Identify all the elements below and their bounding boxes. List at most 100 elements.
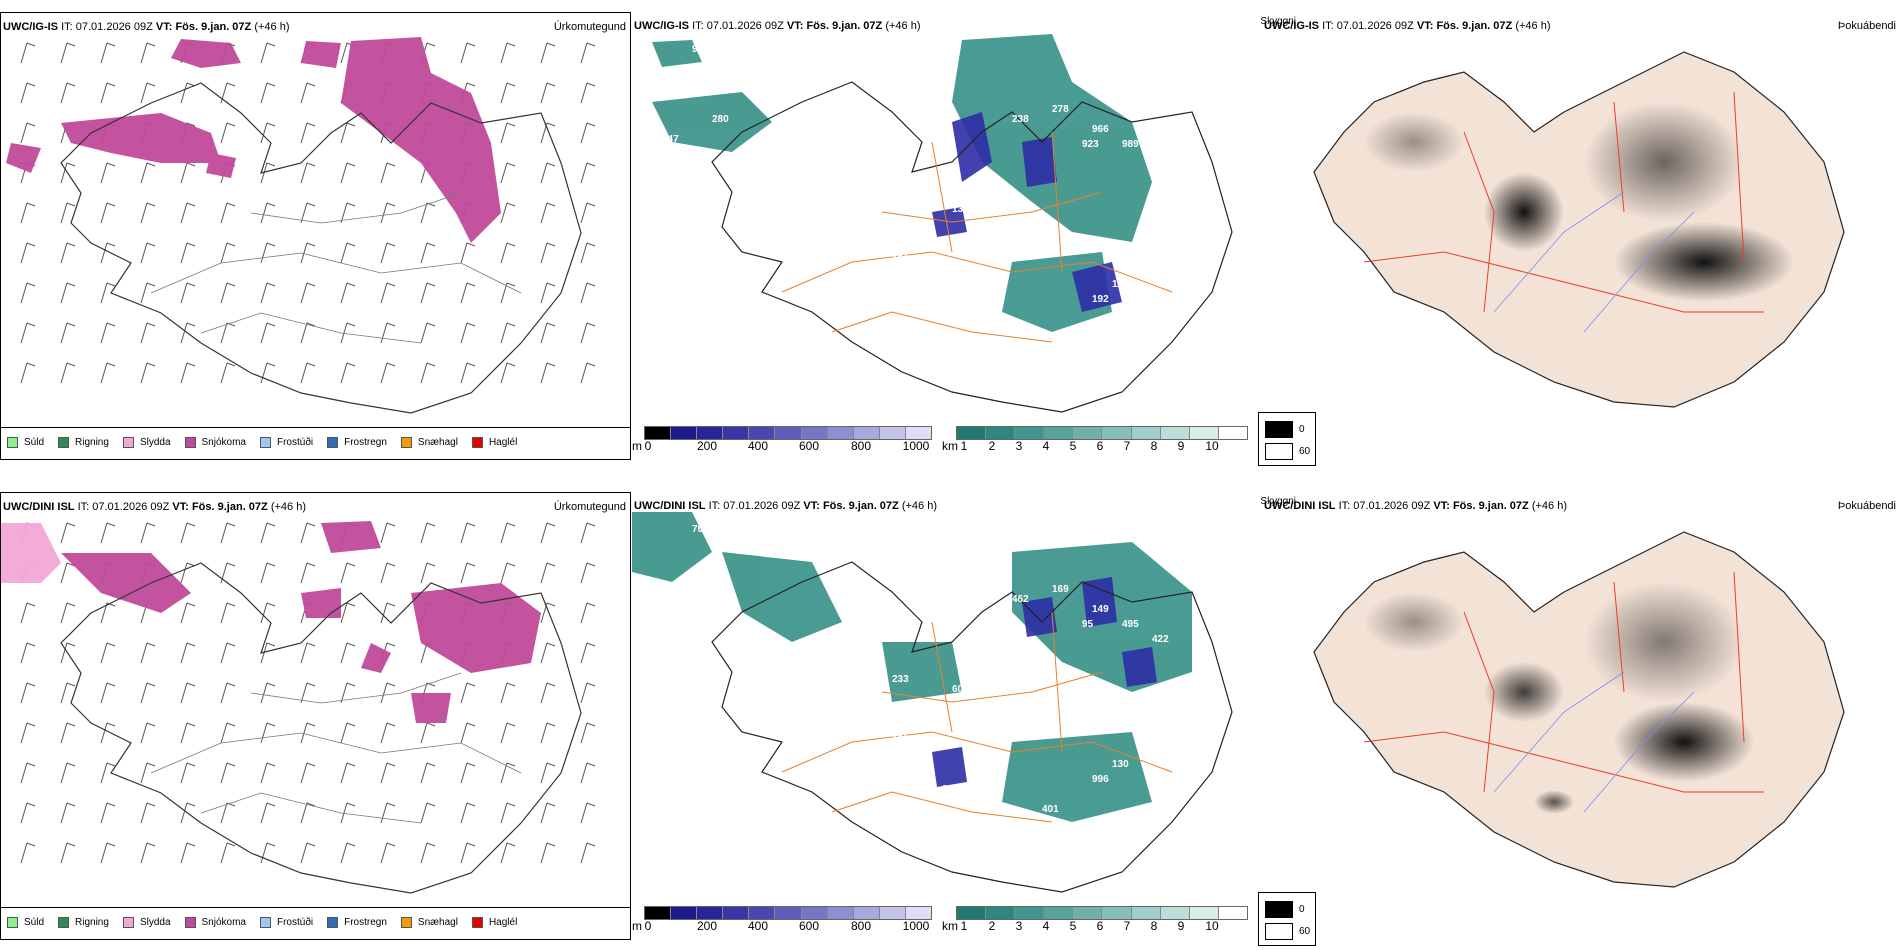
wind-barb [580,802,596,824]
wind-barb [20,722,36,744]
ceiling-colorbar-swatches [644,426,932,440]
visibility-panel: UWC/DINI ISL IT: 07.01.2026 09Z VT: Fös.… [632,492,1316,946]
visibility-value-label: 125 [982,784,999,795]
visibility-labels: 977 994 280 347 246 238 278 966 923 989 887 101 132 1… [662,24,1169,315]
panel-title: UWC/DINI ISL IT: 07.01.2026 09Z VT: Fös.… [3,501,306,513]
ceiling-tick: 0 [644,439,652,453]
ceiling-tick: 1000 [902,439,930,453]
wind-barb [340,162,356,184]
wind-barb [580,122,596,144]
colorbar-segment [879,427,906,439]
colorbar-segment [853,907,880,919]
ceiling-tick: 600 [798,439,820,453]
visibility-tick: 3 [1015,919,1023,933]
wind-barb [540,642,556,664]
colorbar-segment [957,427,987,439]
wind-barb [220,642,236,664]
wind-barb [140,642,156,664]
wind-barb [500,122,516,144]
wind-barb [220,522,236,544]
wind-barb [180,722,196,744]
wind-barb [500,722,516,744]
wind-barb [420,322,436,344]
visibility-tick: 3 [1015,439,1023,453]
ceiling-tick: 1000 [902,919,930,933]
wind-barb [300,802,316,824]
legend-swatch [400,437,412,448]
wind-barb [540,802,556,824]
wind-barb [20,122,36,144]
wind-barb [540,682,556,704]
wind-barb [260,122,276,144]
wind-barb [340,642,356,664]
wind-barb [420,842,436,864]
colorbar-segment [905,427,932,439]
wind-barb [20,362,36,384]
legend-swatch [1265,443,1293,460]
precip-type-panel: UWC/DINI ISL IT: 07.01.2026 09Z VT: Fös.… [0,492,631,940]
wind-barb [500,762,516,784]
wind-barb [140,682,156,704]
visibility-value-label: 233 [892,674,909,685]
wind-barb [380,162,396,184]
wind-barb [260,762,276,784]
wind-barb [60,322,76,344]
wind-barb [580,522,596,544]
wind-barb [20,842,36,864]
wind-barb [180,162,196,184]
colorbar-segment [1073,907,1103,919]
wind-barb [340,722,356,744]
wind-barb [60,802,76,824]
wind-barb [60,842,76,864]
wind-barb [460,322,476,344]
legend-item: Súld [7,917,44,928]
wind-barbs [20,42,596,384]
visibility-unit: km [942,919,958,933]
visibility-value-label: 994 [962,24,979,35]
wind-barb [540,42,556,64]
wind-barb [540,242,556,264]
wind-barb [300,682,316,704]
wind-barb [260,82,276,104]
wind-barb [500,362,516,384]
wind-barb [500,842,516,864]
roads [150,672,522,824]
wind-barb [260,802,276,824]
visibility-tick: 6 [1096,439,1104,453]
visibility-value-label: 887 [962,504,979,515]
visibility-value-label: 60 [952,684,964,695]
wind-barb [580,202,596,224]
wind-barb [220,722,236,744]
wind-barb [500,802,516,824]
visibility-value-label: 360 [942,304,959,315]
precip-type-legend: Súld Rigning Slydda Snjókoma Frostúði Fr… [1,907,630,937]
wind-barb [140,162,156,184]
visibility-value-label: 169 [1052,584,1069,595]
visibility-value-label: 347 [662,134,679,145]
wind-barb [500,42,516,64]
wind-barb [420,562,436,584]
wind-barb [20,682,36,704]
wind-barb [60,162,76,184]
wind-barb [380,322,396,344]
wind-barb [340,842,356,864]
wind-barb [300,162,316,184]
wind-barb [300,282,316,304]
wind-barb [340,682,356,704]
colorbar-segment [1044,907,1074,919]
wind-barb [540,602,556,624]
wind-barb [60,522,76,544]
snow-areas [6,37,501,243]
visibility-value-label: 249 [662,614,679,625]
colorbar-segment [723,427,750,439]
wind-barb [580,162,596,184]
wind-barb [100,162,116,184]
visibility-tick: 9 [1177,439,1185,453]
wind-barb [60,642,76,664]
wind-barb [460,562,476,584]
wind-barb [180,562,196,584]
legend-swatch [7,437,18,448]
colorbar-segment [775,907,802,919]
ceiling-tick: 200 [696,439,718,453]
forecast-row-ig-is: UWC/IG-IS IT: 07.01.2026 09Z VT: Fös. 9.… [0,12,1900,466]
